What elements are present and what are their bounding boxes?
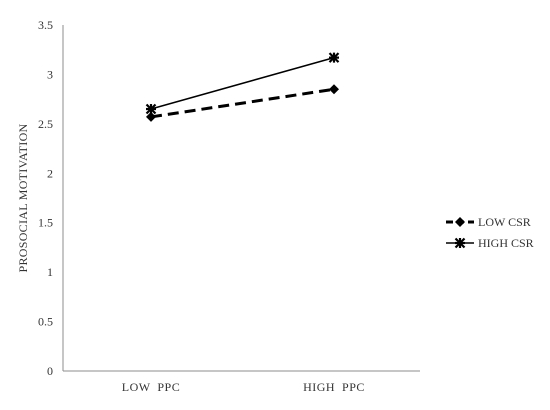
x-tick-label: LOW PPC <box>122 380 180 394</box>
series-line <box>150 56 335 110</box>
legend-marker <box>455 217 465 227</box>
data-point <box>329 84 339 95</box>
y-tick-label: 2 <box>47 166 53 180</box>
legend-label: HIGH CSR <box>478 236 534 250</box>
y-tick-label: 0 <box>47 364 53 378</box>
y-axis-title: PROSOCIAL MOTIVATION <box>16 123 30 272</box>
series-layer <box>145 52 340 122</box>
y-tick-label: 3 <box>47 67 53 81</box>
y-tick-labels: 0 0.5 1 1.5 2 2.5 3 3.5 <box>38 18 53 378</box>
y-tick-label: 2.5 <box>38 117 53 131</box>
legend: LOW CSR HIGH CSR <box>446 215 534 250</box>
x-tick-labels: LOW PPC HIGH PPC <box>122 380 365 394</box>
x-tick-label: HIGH PPC <box>303 380 365 394</box>
y-tick-label: 1.5 <box>38 216 53 230</box>
legend-item: LOW CSR <box>446 215 531 229</box>
plot-area: 0 0.5 1 1.5 2 2.5 3 3.5 LOW PPC HIGH PPC <box>38 18 420 394</box>
legend-marker <box>454 237 466 249</box>
y-tick-label: 1 <box>47 265 53 279</box>
legend-label: LOW CSR <box>478 215 531 229</box>
y-tick-label: 0.5 <box>38 315 53 329</box>
y-tick-label: 3.5 <box>38 18 53 32</box>
series-low-csr <box>146 84 339 122</box>
data-point <box>328 52 340 63</box>
data-point <box>145 103 157 115</box>
series-high-csr <box>145 52 340 115</box>
data-point <box>146 111 156 122</box>
legend-item: HIGH CSR <box>446 236 534 250</box>
series-line <box>150 87 335 119</box>
